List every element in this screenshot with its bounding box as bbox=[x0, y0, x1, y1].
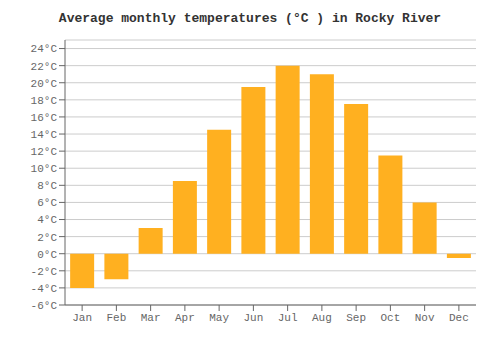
html-text:Average monthly temperatures (: Average monthly temperatures (°C ) in Ro… bbox=[58, 11, 442, 26]
svg-text:14°C: 14°C bbox=[31, 129, 58, 141]
svg-text:Aug: Aug bbox=[312, 312, 332, 324]
svg-text:Nov: Nov bbox=[415, 312, 435, 324]
svg-text:Jun: Jun bbox=[243, 312, 263, 324]
svg-text:Oct: Oct bbox=[380, 312, 400, 324]
svg-text:12°C: 12°C bbox=[31, 146, 58, 158]
svg-text:May: May bbox=[209, 312, 229, 324]
svg-text:8°C: 8°C bbox=[37, 180, 57, 192]
svg-text:16°C: 16°C bbox=[31, 112, 58, 124]
svg-text:20°C: 20°C bbox=[31, 78, 58, 90]
svg-text:18°C: 18°C bbox=[31, 95, 58, 107]
svg-text:Apr: Apr bbox=[175, 312, 195, 324]
svg-text:-2°C: -2°C bbox=[31, 266, 58, 278]
svg-text:6°C: 6°C bbox=[37, 197, 57, 209]
svg-text:Sep: Sep bbox=[346, 312, 366, 324]
svg-text:Dec: Dec bbox=[449, 312, 469, 324]
svg-text:10°C: 10°C bbox=[31, 163, 58, 175]
svg-text:2°C: 2°C bbox=[37, 232, 57, 244]
svg-text:0°C: 0°C bbox=[37, 249, 57, 261]
svg-text:Mar: Mar bbox=[141, 312, 161, 324]
svg-text:4°C: 4°C bbox=[37, 214, 57, 226]
svg-text:-4°C: -4°C bbox=[31, 283, 58, 295]
svg-text:Jul: Jul bbox=[278, 312, 298, 324]
svg-text:24°C: 24°C bbox=[31, 43, 58, 55]
svg-text:-6°C: -6°C bbox=[31, 300, 58, 312]
svg-text:Feb: Feb bbox=[106, 312, 126, 324]
svg-text:Jan: Jan bbox=[72, 312, 92, 324]
svg-text:22°C: 22°C bbox=[31, 61, 58, 73]
